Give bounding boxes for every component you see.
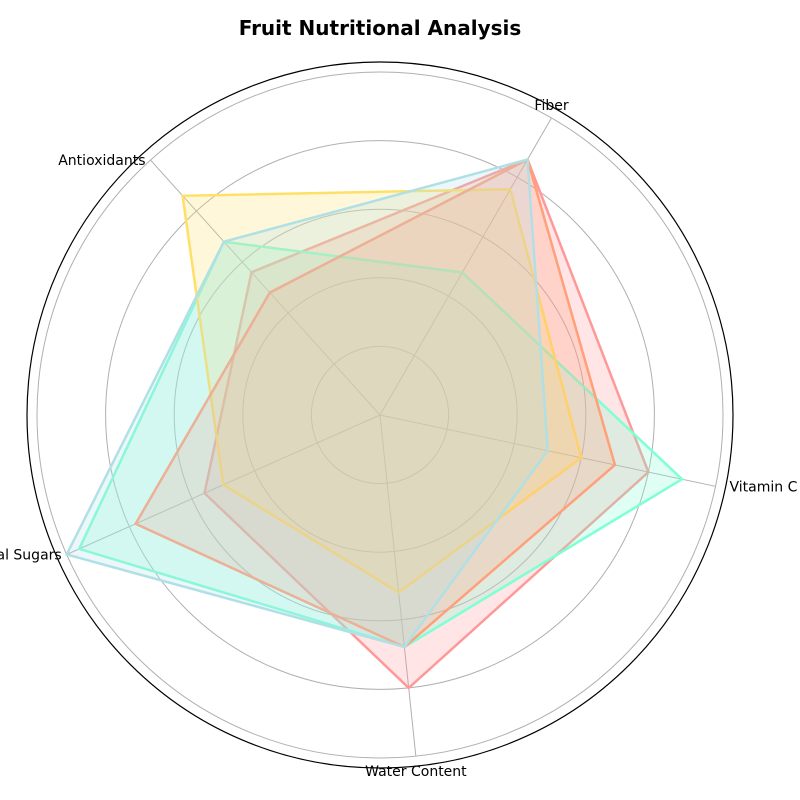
axis-label-vitamin-c: Vitamin C <box>730 479 798 495</box>
grid-ring-5 <box>36 71 724 759</box>
grid-ring-4 <box>105 140 655 690</box>
axis-label-antioxidants: Antioxidants <box>58 153 145 169</box>
axis-label-water-content: Water Content <box>365 764 467 780</box>
grid-spoke-2 <box>379 117 552 416</box>
polar-frame <box>26 61 734 769</box>
grid-ring-3 <box>173 208 587 622</box>
series-5-area <box>64 157 550 649</box>
grid-spoke-3 <box>150 159 381 416</box>
grid-ring-2 <box>242 277 518 553</box>
series-4-area <box>133 157 617 649</box>
series-3-area <box>181 187 583 594</box>
series-2-area <box>77 240 685 649</box>
axis-label-natural-sugars: Natural Sugars <box>0 548 62 564</box>
chart-title: Fruit Nutritional Analysis <box>238 16 522 40</box>
grid-ring-1 <box>310 345 450 485</box>
axis-label-fiber: Fiber <box>534 98 568 114</box>
grid-spoke-5 <box>379 414 417 757</box>
